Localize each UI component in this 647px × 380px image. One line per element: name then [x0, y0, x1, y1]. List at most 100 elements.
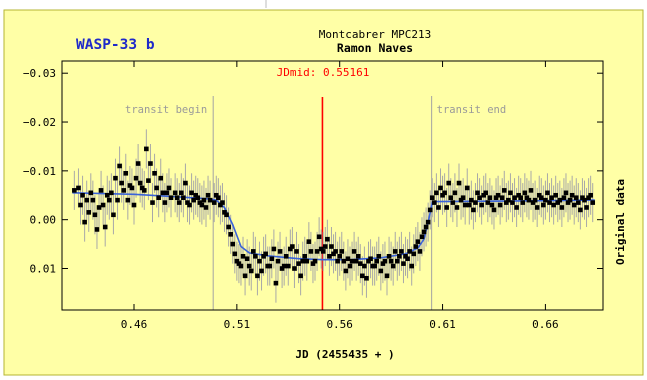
- jd-mid-label: JDmid: 0.55161: [277, 66, 370, 79]
- data-point: [193, 192, 199, 198]
- data-point: [121, 188, 127, 193]
- data-point: [125, 197, 131, 203]
- data-point: [466, 202, 472, 208]
- data-point: [432, 200, 437, 205]
- data-point: [536, 192, 542, 198]
- data-point: [576, 200, 581, 205]
- data-point: [368, 256, 373, 262]
- data-point: [522, 190, 528, 196]
- data-point: [117, 163, 122, 169]
- data-point: [532, 197, 538, 203]
- data-point: [547, 200, 552, 205]
- data-point: [479, 202, 484, 208]
- data-point: [448, 195, 454, 201]
- data-point: [314, 249, 320, 254]
- data-point: [584, 205, 589, 210]
- data-point: [458, 197, 464, 203]
- data-point: [226, 224, 231, 230]
- data-point: [555, 200, 561, 205]
- data-point: [403, 253, 408, 259]
- data-point: [172, 190, 178, 196]
- data-point: [578, 207, 583, 213]
- data-point: [123, 170, 129, 176]
- data-point: [376, 253, 382, 259]
- data-point: [104, 192, 110, 198]
- data-point: [218, 202, 223, 208]
- data-point: [205, 192, 211, 198]
- data-point: [113, 175, 118, 181]
- data-point: [512, 195, 517, 201]
- data-point: [191, 197, 196, 203]
- data-point: [510, 200, 515, 205]
- data-point: [115, 197, 120, 203]
- data-point: [518, 195, 524, 201]
- data-points: [72, 146, 596, 286]
- x-tick-label: 0.61: [429, 318, 456, 331]
- data-point: [485, 200, 491, 205]
- data-point: [261, 253, 266, 259]
- data-point: [469, 197, 474, 203]
- data-point: [207, 197, 213, 203]
- data-point: [327, 253, 332, 259]
- data-point: [423, 224, 429, 230]
- data-point: [563, 190, 569, 196]
- observatory-label: Montcabrer MPC213: [319, 28, 432, 41]
- data-point: [166, 185, 172, 191]
- data-point: [355, 253, 361, 259]
- data-point: [195, 195, 201, 201]
- data-point: [156, 195, 161, 201]
- data-point: [148, 161, 153, 166]
- data-point: [409, 263, 414, 269]
- data-point: [228, 232, 233, 237]
- data-point: [154, 185, 159, 191]
- data-point: [415, 239, 421, 244]
- data-point: [133, 175, 139, 181]
- data-point: [386, 253, 392, 259]
- y-tick-label: −0.01: [23, 165, 56, 178]
- data-point: [504, 200, 509, 205]
- data-point: [497, 202, 503, 208]
- data-point: [366, 258, 371, 264]
- data-point: [405, 256, 410, 262]
- data-point: [341, 258, 347, 264]
- data-point: [141, 188, 147, 193]
- data-point: [411, 251, 417, 257]
- data-point: [90, 197, 96, 203]
- data-point: [390, 263, 396, 269]
- data-point: [316, 234, 322, 240]
- data-point: [259, 268, 264, 274]
- data-point: [197, 200, 203, 205]
- planet-label: WASP-33 b: [76, 37, 155, 53]
- data-point: [460, 195, 466, 201]
- data-point: [329, 244, 334, 249]
- data-point: [246, 263, 252, 269]
- data-point: [380, 261, 386, 266]
- data-point: [302, 253, 308, 259]
- data-point: [111, 212, 116, 218]
- data-point: [388, 258, 394, 264]
- data-point: [392, 249, 398, 254]
- data-point: [440, 192, 445, 198]
- data-point: [107, 197, 112, 203]
- data-point: [318, 246, 324, 252]
- data-point: [427, 207, 433, 213]
- data-point: [144, 146, 149, 152]
- data-point: [339, 249, 345, 254]
- data-point: [499, 195, 505, 201]
- data-point: [565, 200, 571, 205]
- data-point: [452, 190, 458, 196]
- data-point: [429, 195, 435, 201]
- data-point: [255, 273, 260, 279]
- plot-frame: [61, 60, 604, 311]
- data-point: [109, 190, 114, 196]
- data-point: [211, 200, 217, 205]
- data-point: [545, 190, 550, 196]
- data-point: [203, 205, 209, 210]
- data-point: [481, 192, 486, 198]
- data-point: [442, 190, 447, 196]
- data-point: [495, 192, 501, 198]
- data-point: [407, 249, 412, 254]
- data-point: [493, 195, 499, 201]
- data-point: [298, 273, 303, 279]
